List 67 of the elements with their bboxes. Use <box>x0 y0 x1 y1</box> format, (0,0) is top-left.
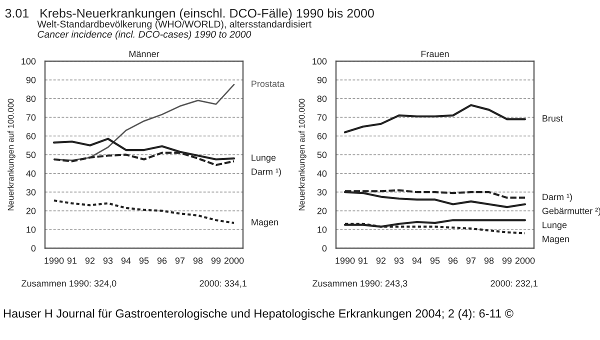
x-tick-label: 1990 <box>336 257 355 264</box>
x-tick-label: 98 <box>484 257 494 264</box>
y-tick-label: 70 <box>26 114 36 121</box>
line-series <box>52 199 236 224</box>
series-label: Darm ¹) <box>542 194 572 202</box>
text: 2000: 334,1 <box>200 280 247 288</box>
text: Zusammen 1990: 324,0 <box>22 280 116 288</box>
text: 2000: 232,1 <box>490 280 538 288</box>
y-tick-label: 60 <box>317 132 327 140</box>
chart-title: Frauen <box>421 50 449 58</box>
y-tick-label: 50 <box>26 152 36 158</box>
y-tick-label: 50 <box>317 152 327 158</box>
chart-title: Männer <box>129 50 160 58</box>
x-tick-label: 91 <box>67 257 77 264</box>
y-tick-label: 40 <box>26 170 36 177</box>
x-tick-label: 96 <box>448 257 458 264</box>
y-tick-label: 80 <box>317 96 327 102</box>
x-tick-label: 92 <box>85 257 95 264</box>
x-tick-label: 92 <box>376 257 386 264</box>
x-tick-label: 99 <box>211 257 221 264</box>
y-tick-label: 0 <box>31 245 36 252</box>
x-tick-label: 97 <box>466 257 476 264</box>
y-axis-title: Neuerkrankungen auf 100.000 <box>8 98 16 210</box>
y-tick-label: 80 <box>26 96 36 102</box>
x-tick-label: 2000 <box>515 257 535 264</box>
series-label: Prostata <box>252 80 285 87</box>
line-series <box>53 84 235 162</box>
line-series <box>344 104 526 134</box>
x-tick-label: 99 <box>502 257 512 264</box>
y-tick-label: 10 <box>318 226 327 233</box>
x-tick-label: 91 <box>358 257 368 264</box>
text: Zusammen 1990: 243,3 <box>312 280 408 288</box>
series-label: Lunge <box>542 222 567 230</box>
text: Hauser H Journal für Gastroenterologische und Hepatologische Erkrankungen 2004; 2 (4): 6-11 © <box>4 308 514 320</box>
x-tick-label: 2000 <box>224 257 244 264</box>
y-tick-label: 90 <box>317 76 327 84</box>
y-tick-label: 20 <box>26 208 36 214</box>
y-tick-label: 90 <box>26 76 36 84</box>
x-tick-label: 96 <box>157 257 167 264</box>
x-tick-label: 93 <box>103 257 113 264</box>
series-label: Magen <box>252 219 278 228</box>
series-label: Lunge <box>252 154 276 163</box>
y-tick-label: 70 <box>317 114 327 121</box>
x-tick-label: 97 <box>175 257 185 264</box>
x-tick-label: 94 <box>412 257 422 264</box>
x-tick-label: 95 <box>430 257 440 264</box>
x-tick-label: 93 <box>394 257 404 264</box>
y-tick-label: 100 <box>22 58 36 65</box>
y-tick-label: 40 <box>317 170 327 177</box>
text: 3.01 Krebs-Neuerkrankungen (einschl. DCO-Fälle) 1990 bis 2000 <box>5 8 374 20</box>
x-tick-label: 94 <box>121 257 131 264</box>
y-axis-title: Neuerkrankungen auf 100.000 <box>298 98 306 210</box>
y-tick-label: 10 <box>26 226 36 233</box>
text: Darm ¹) <box>252 168 281 177</box>
y-tick-label: 20 <box>317 208 327 214</box>
x-tick-label: 95 <box>139 257 149 264</box>
y-tick-label: 100 <box>312 58 327 65</box>
x-tick-label: 1990 <box>44 257 64 264</box>
y-tick-label: 60 <box>26 132 36 140</box>
series-label: Brust <box>542 115 563 122</box>
y-tick-label: 0 <box>322 245 327 252</box>
text: Cancer incidence (incl. DCO-cases) 1990 to 2000 <box>38 30 252 40</box>
y-tick-label: 30 <box>26 189 36 196</box>
series-label: Magen <box>542 236 569 244</box>
text: Welt-Standardbevölkerung (WHO/WORLD), altersstandardisiert <box>37 20 312 30</box>
x-tick-label: 98 <box>193 257 203 264</box>
y-tick-label: 30 <box>317 189 327 196</box>
